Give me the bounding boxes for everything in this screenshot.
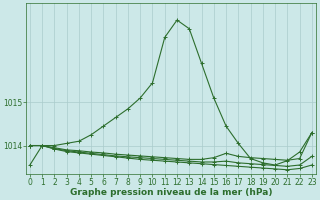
X-axis label: Graphe pression niveau de la mer (hPa): Graphe pression niveau de la mer (hPa) [70,188,272,197]
